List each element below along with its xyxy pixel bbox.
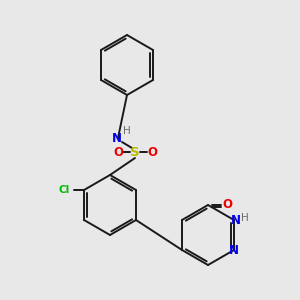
Text: N: N	[229, 244, 239, 256]
Text: Cl: Cl	[58, 185, 70, 195]
Text: N: N	[112, 131, 122, 145]
Text: O: O	[113, 146, 123, 158]
Text: O: O	[147, 146, 157, 158]
Text: O: O	[222, 199, 232, 212]
Text: N: N	[231, 214, 241, 226]
Text: H: H	[123, 126, 131, 136]
Text: H: H	[241, 213, 249, 223]
Text: S: S	[130, 146, 140, 158]
